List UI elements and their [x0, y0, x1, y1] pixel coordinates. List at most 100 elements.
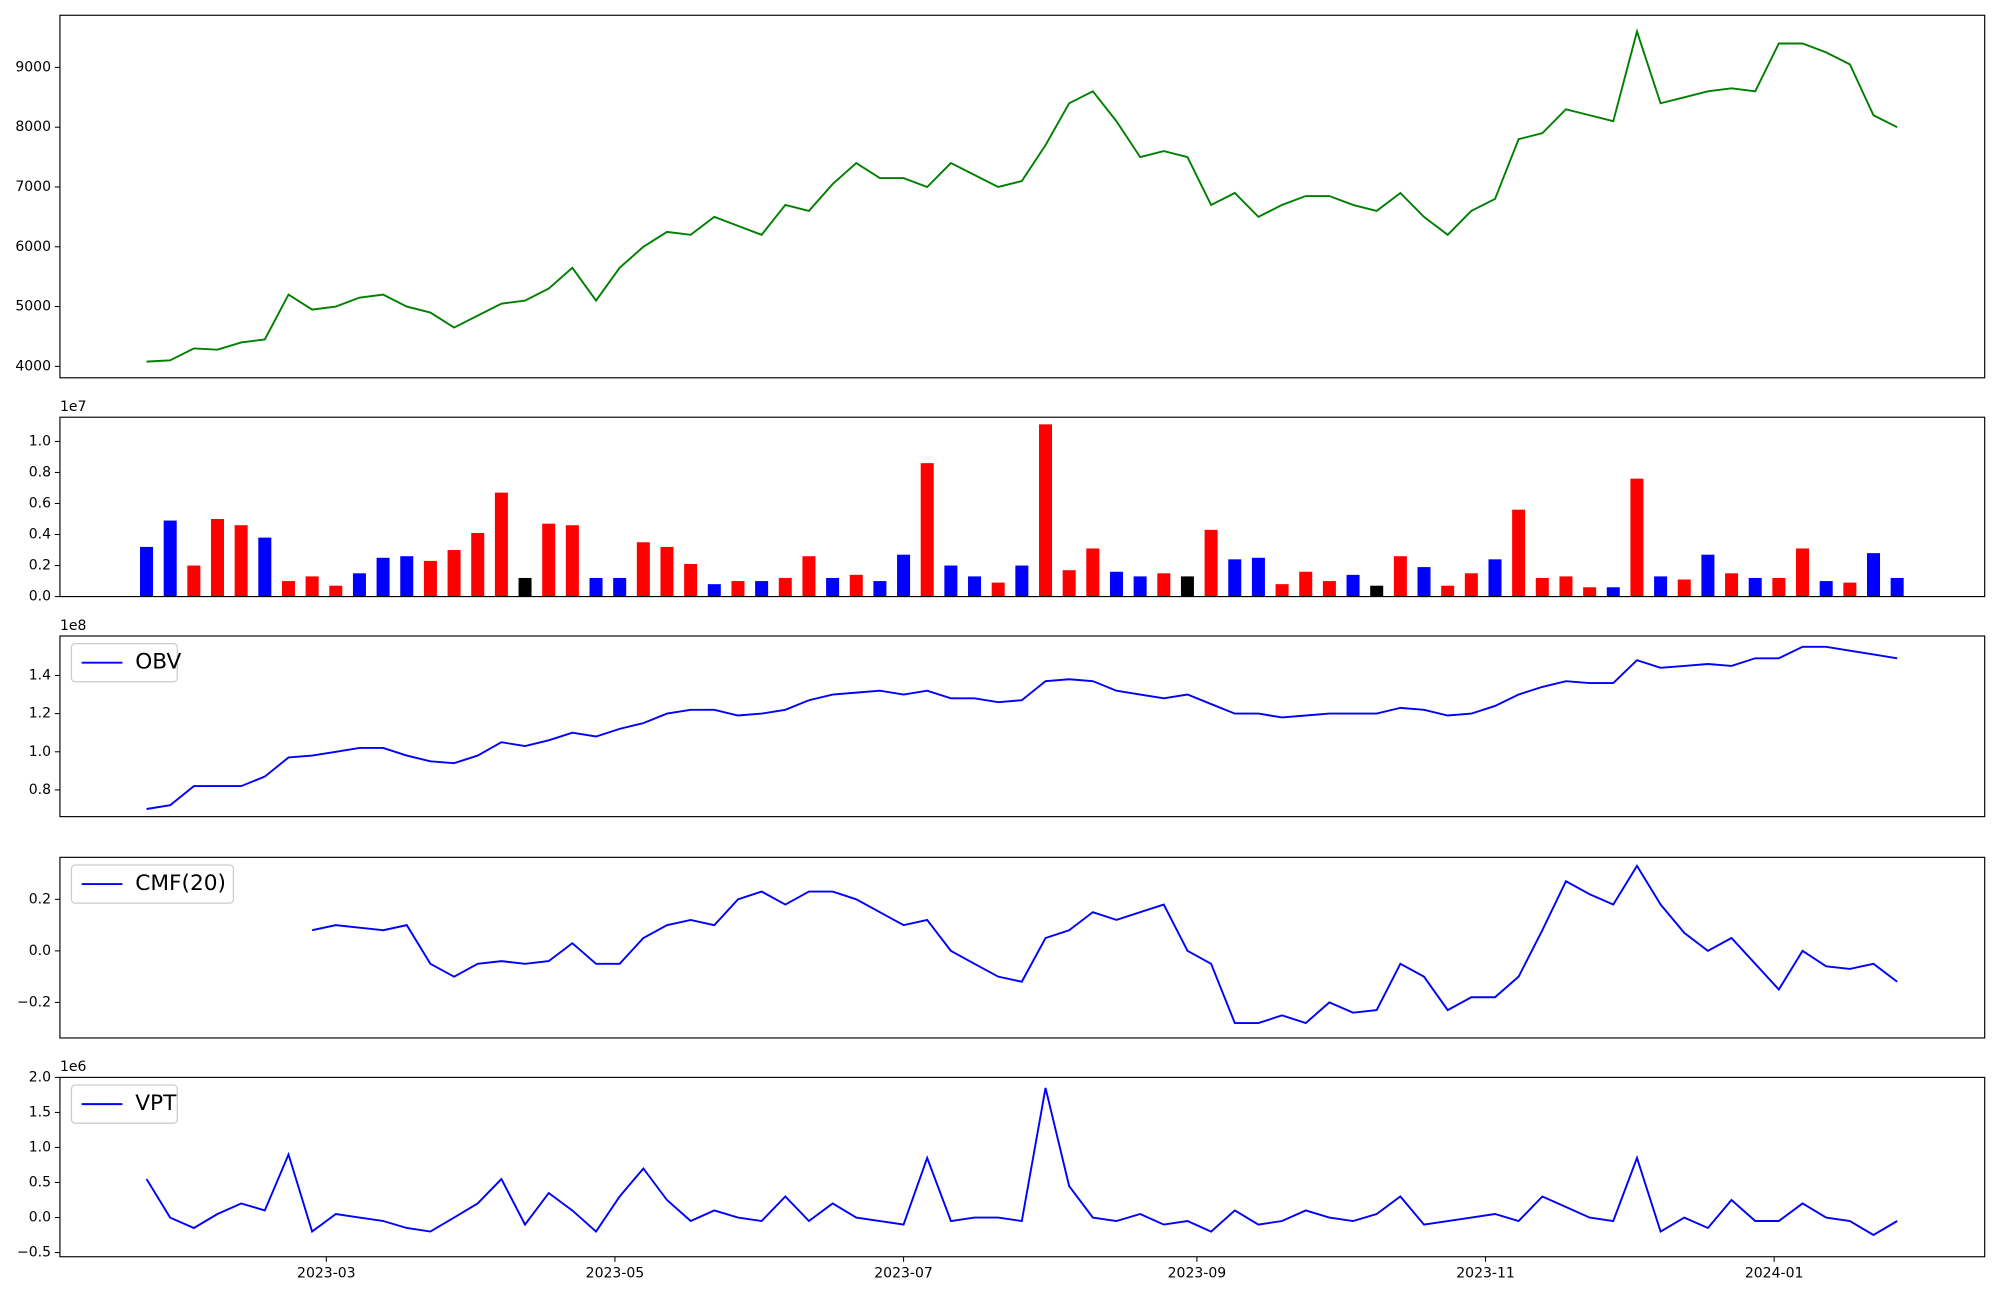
- y-tick-label: 4000: [15, 358, 51, 374]
- bar: [1890, 577, 1904, 597]
- y-tick-label: 7000: [15, 179, 51, 195]
- y-tick-label: 2.0: [29, 1069, 51, 1085]
- bar: [660, 546, 674, 597]
- bar: [352, 573, 366, 597]
- series-line: [146, 28, 1898, 363]
- bar: [1559, 576, 1573, 597]
- y-tick-label: 1.5: [29, 1104, 51, 1120]
- bar: [471, 532, 485, 597]
- bar: [613, 577, 627, 597]
- y-tick-label: 0.8: [29, 464, 51, 480]
- bar: [1677, 579, 1691, 597]
- bar: [873, 581, 887, 597]
- bar: [1393, 556, 1407, 597]
- bar: [305, 576, 319, 597]
- series-line: [146, 645, 1898, 810]
- bar: [920, 463, 934, 597]
- bar: [281, 581, 295, 597]
- y-tick-label: −0.2: [17, 994, 51, 1010]
- y-tick-label: 1.0: [29, 1139, 51, 1155]
- plot-frame: [59, 635, 1986, 818]
- y-tick-label: 1.2: [29, 706, 51, 722]
- bar: [849, 574, 863, 597]
- plot-frame: [59, 416, 1986, 598]
- y-tick-label: 8000: [15, 119, 51, 135]
- bar: [1157, 573, 1171, 597]
- y-tick-label: 9000: [15, 59, 51, 75]
- bar: [565, 525, 579, 597]
- bar: [1086, 548, 1100, 597]
- y-tick-label: 0.0: [29, 1210, 51, 1226]
- bar: [968, 576, 982, 597]
- bar: [1630, 478, 1644, 597]
- bar: [1417, 567, 1431, 597]
- bar: [1228, 559, 1242, 597]
- x-tick-label: 2023-05: [586, 1265, 645, 1281]
- bar: [1583, 587, 1597, 597]
- bar: [1015, 565, 1029, 597]
- legend-label: VPT: [135, 1091, 177, 1116]
- bar: [400, 556, 414, 597]
- bar: [897, 554, 911, 597]
- bar: [1038, 424, 1053, 597]
- y-tick-label: 1.0: [29, 433, 51, 449]
- series-line: [311, 864, 1898, 1025]
- bar: [329, 585, 343, 597]
- bar: [376, 557, 390, 597]
- bar: [1180, 576, 1194, 597]
- bar: [1819, 581, 1833, 597]
- bar: [1866, 553, 1881, 597]
- legend-label: CMF(20): [135, 871, 226, 896]
- plot-frame: [59, 856, 1986, 1039]
- y-tick-label: 0.6: [29, 495, 51, 511]
- bar: [1512, 509, 1526, 597]
- bar: [1606, 587, 1620, 597]
- bar: [684, 563, 698, 597]
- y-tick-label: 0.4: [29, 527, 51, 543]
- bar: [1701, 554, 1715, 597]
- y-tick-label: 0.5: [29, 1174, 51, 1190]
- bar: [1346, 574, 1360, 597]
- bar: [1062, 570, 1076, 597]
- bar: [1133, 576, 1147, 597]
- y-tick-label: 1.0: [29, 744, 51, 760]
- bar: [731, 581, 745, 597]
- series-line: [145, 1087, 1898, 1237]
- x-tick-label: 2023-09: [1168, 1265, 1227, 1281]
- y-tick-label: 0.0: [29, 589, 51, 605]
- legend-box: [70, 1084, 178, 1124]
- bar: [778, 577, 792, 597]
- bar: [802, 556, 816, 597]
- bar: [1843, 582, 1857, 597]
- bar: [423, 560, 437, 597]
- bar: [1251, 557, 1265, 597]
- bar: [826, 577, 840, 597]
- offset-text: 1e6: [60, 1059, 87, 1075]
- bar: [258, 537, 272, 597]
- x-tick-label: 2024-01: [1745, 1265, 1804, 1281]
- x-tick-label: 2023-07: [874, 1265, 933, 1281]
- bar: [1725, 573, 1739, 597]
- x-tick-label: 2023-03: [297, 1265, 356, 1281]
- y-tick-label: 0.2: [29, 558, 51, 574]
- legend-box: [70, 864, 235, 904]
- bar: [542, 523, 556, 597]
- bar: [1441, 585, 1455, 597]
- bar: [140, 546, 154, 597]
- bar: [707, 584, 721, 597]
- bar: [163, 520, 177, 597]
- bar: [1109, 571, 1123, 597]
- bar: [1370, 585, 1384, 597]
- legend-box: [70, 643, 178, 683]
- y-tick-label: 0.0: [29, 943, 51, 959]
- bar: [636, 542, 650, 597]
- legend-label: OBV: [135, 650, 181, 675]
- y-tick-label: −0.5: [17, 1245, 51, 1261]
- bar: [518, 577, 532, 597]
- bar: [1535, 577, 1549, 597]
- y-tick-label: 0.2: [29, 891, 51, 907]
- bar: [1748, 577, 1762, 597]
- bar: [1299, 571, 1313, 597]
- bar: [944, 565, 958, 597]
